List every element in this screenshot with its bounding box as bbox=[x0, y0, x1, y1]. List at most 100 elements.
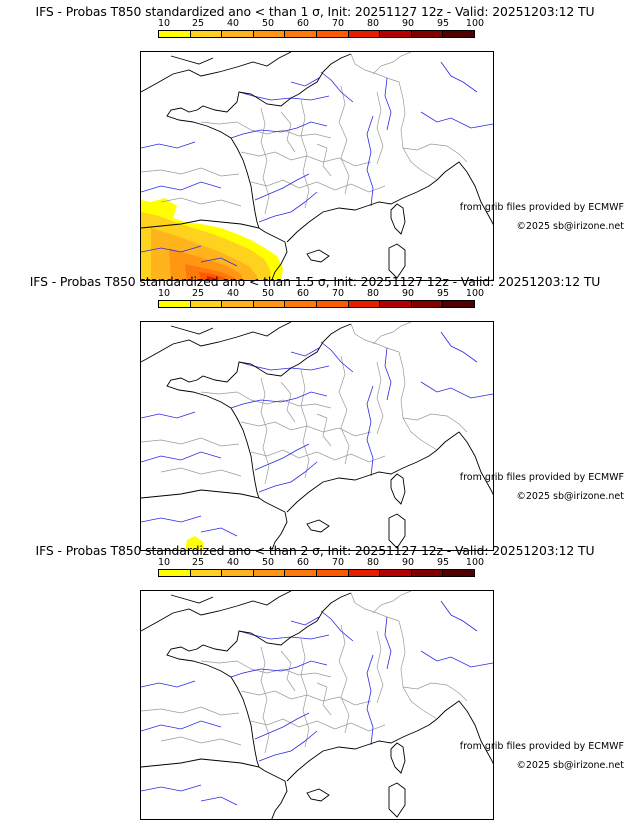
coastline bbox=[141, 52, 292, 93]
coastline bbox=[264, 501, 288, 550]
panel-title: IFS - Probas T850 standardized ano < tha… bbox=[35, 4, 595, 19]
colorbar-segment bbox=[222, 570, 254, 576]
river bbox=[320, 341, 354, 373]
map-panel-3: IFS - Probas T850 standardized ano < tha… bbox=[0, 543, 630, 820]
coastline bbox=[286, 179, 438, 243]
coastline bbox=[390, 473, 406, 505]
coastline bbox=[141, 591, 292, 632]
colorbar-tick-label: 60 bbox=[296, 288, 310, 299]
admin-border bbox=[316, 682, 332, 716]
coastline bbox=[306, 249, 330, 263]
river bbox=[258, 191, 318, 223]
admin-border bbox=[240, 151, 372, 167]
colorbar-segment bbox=[222, 31, 254, 37]
river bbox=[141, 515, 202, 523]
colorbar-segment bbox=[316, 570, 349, 576]
coastline bbox=[388, 782, 406, 818]
river bbox=[238, 91, 330, 101]
admin-border bbox=[300, 369, 310, 479]
map-panel-2: IFS - Probas T850 standardized ano < tha… bbox=[0, 274, 630, 551]
copyright-credit: ©2025 sb@irizone.net bbox=[516, 221, 624, 232]
coastline bbox=[196, 53, 352, 113]
colorbar-segment bbox=[190, 31, 223, 37]
colorbar-tick-label: 10 bbox=[157, 288, 171, 299]
admin-border bbox=[372, 322, 412, 345]
coastline bbox=[390, 742, 406, 774]
coastline bbox=[230, 676, 260, 768]
river bbox=[238, 361, 330, 371]
admin-border bbox=[260, 646, 270, 754]
colorbar-segment bbox=[443, 570, 474, 576]
coastline bbox=[166, 377, 232, 409]
colorbar-segment bbox=[285, 31, 317, 37]
colorbar-segment bbox=[159, 31, 191, 37]
river bbox=[290, 77, 320, 87]
coastline bbox=[306, 519, 330, 533]
map-frame bbox=[140, 590, 494, 820]
admin-border bbox=[250, 449, 386, 463]
source-credit: from grib files provided by ECMWF bbox=[459, 202, 624, 213]
colorbar-tick-label: 50 bbox=[261, 557, 275, 568]
admin-border bbox=[200, 391, 332, 409]
colorbar-segment bbox=[190, 301, 223, 307]
coastline bbox=[230, 407, 260, 499]
coastline bbox=[264, 231, 288, 280]
coastline bbox=[166, 107, 232, 139]
river bbox=[141, 141, 196, 149]
admin-border bbox=[160, 736, 242, 746]
map-canvas bbox=[141, 52, 493, 280]
admin-border bbox=[398, 81, 438, 181]
colorbar-tick-labels: 10 25 40 50 60 70 80 90 95 100 bbox=[146, 18, 492, 29]
coastline bbox=[390, 203, 406, 235]
colorbar-tick-label: 60 bbox=[296, 18, 310, 29]
colorbar-tick-label: 70 bbox=[331, 18, 345, 29]
river bbox=[320, 610, 354, 642]
admin-border bbox=[240, 421, 372, 437]
river bbox=[290, 347, 320, 357]
colorbar-tick-label: 95 bbox=[436, 288, 450, 299]
map-frame bbox=[140, 321, 494, 551]
river bbox=[238, 630, 330, 640]
colorbar-segment bbox=[443, 301, 474, 307]
coastline bbox=[141, 322, 292, 363]
coastline bbox=[196, 323, 352, 383]
river bbox=[200, 257, 238, 267]
colorbar-tick-label: 50 bbox=[261, 18, 275, 29]
admin-border bbox=[316, 413, 332, 447]
admin-border bbox=[350, 592, 400, 622]
probability-colorbar bbox=[158, 30, 475, 38]
colorbar-tick-label: 40 bbox=[226, 18, 240, 29]
colorbar-segment bbox=[190, 570, 223, 576]
colorbar-segment bbox=[443, 31, 474, 37]
probability-colorbar bbox=[158, 569, 475, 577]
source-credit: from grib files provided by ECMWF bbox=[459, 472, 624, 483]
colorbar-segment bbox=[285, 570, 317, 576]
colorbar-tick-label: 60 bbox=[296, 557, 310, 568]
admin-border bbox=[402, 413, 468, 433]
colorbar-tick-label: 50 bbox=[261, 288, 275, 299]
admin-border bbox=[250, 718, 386, 732]
admin-border bbox=[141, 167, 240, 177]
admin-border bbox=[372, 52, 412, 75]
river bbox=[420, 111, 493, 129]
admin-border bbox=[141, 706, 240, 716]
admin-border bbox=[338, 624, 350, 734]
admin-border bbox=[200, 660, 332, 678]
coastline bbox=[388, 243, 406, 279]
map-frame bbox=[140, 51, 494, 281]
admin-border bbox=[338, 355, 350, 465]
admin-border bbox=[141, 437, 240, 447]
admin-border bbox=[160, 467, 242, 477]
river bbox=[200, 796, 238, 806]
coastline bbox=[170, 325, 214, 335]
coastline bbox=[166, 646, 232, 678]
river bbox=[320, 71, 354, 103]
admin-border bbox=[376, 630, 384, 704]
colorbar-tick-label: 95 bbox=[436, 557, 450, 568]
colorbar-tick-label: 70 bbox=[331, 557, 345, 568]
river bbox=[384, 347, 392, 401]
river bbox=[254, 173, 310, 201]
admin-border bbox=[398, 351, 438, 451]
colorbar-segment bbox=[253, 301, 286, 307]
colorbar-tick-label: 80 bbox=[366, 288, 380, 299]
